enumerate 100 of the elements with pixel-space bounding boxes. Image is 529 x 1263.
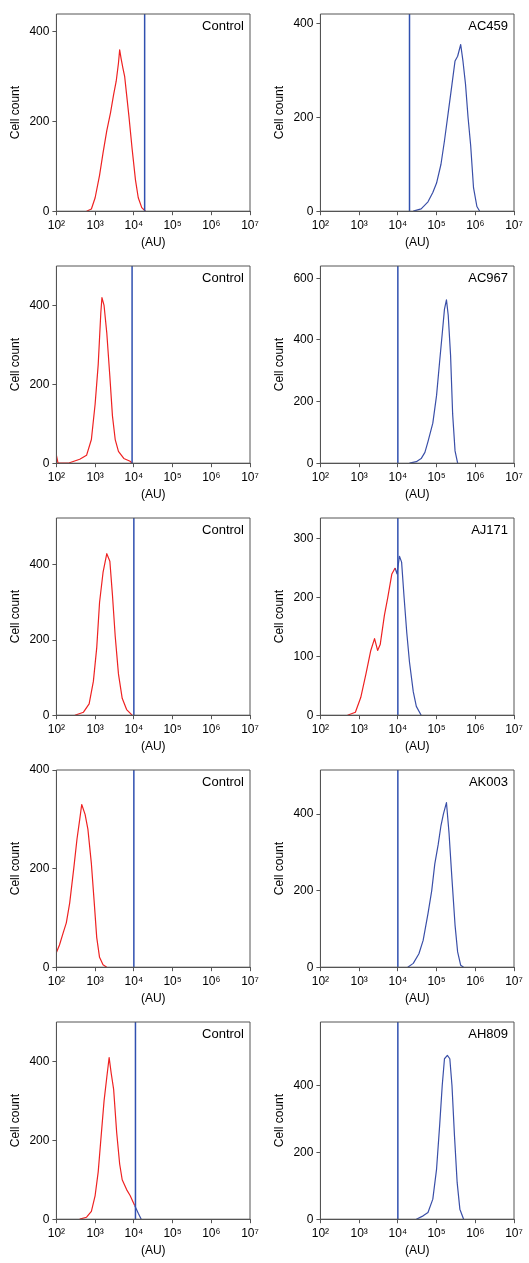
- y-tick-label: 0: [306, 959, 314, 974]
- y-tick-label: 200: [293, 109, 314, 124]
- y-axis-title: Cell count: [271, 85, 286, 140]
- y-tick-label: 400: [29, 557, 50, 572]
- y-tick-label: 0: [42, 707, 50, 722]
- x-tick-label: 10³: [86, 721, 104, 736]
- x-tick-label: 10⁵: [427, 973, 446, 988]
- y-axis-title: Cell count: [7, 841, 22, 896]
- x-tick-label: 10⁶: [466, 469, 485, 484]
- x-tick-label: 10⁷: [505, 217, 523, 232]
- x-tick-label: 10²: [311, 1225, 330, 1240]
- annotation: Control: [202, 270, 245, 286]
- y-tick-label: 400: [29, 297, 50, 312]
- x-tick-label: 10⁶: [202, 721, 221, 736]
- annotation: AC967: [468, 270, 508, 286]
- x-tick-label: 10⁷: [241, 469, 259, 484]
- y-tick-label: 400: [293, 1077, 314, 1092]
- annotation: Control: [202, 1026, 245, 1042]
- y-tick-label: 200: [293, 589, 314, 604]
- x-tick-label: 10³: [350, 721, 368, 736]
- y-axis-title: Cell count: [7, 337, 22, 392]
- x-axis-title: (AU): [404, 235, 430, 250]
- x-tick-label: 10⁵: [163, 973, 182, 988]
- y-tick-label: 0: [42, 455, 50, 470]
- x-tick-label: 10⁴: [124, 973, 144, 988]
- x-tick-label: 10⁶: [202, 973, 221, 988]
- x-tick-label: 10⁴: [388, 217, 408, 232]
- x-tick-label: 10⁶: [202, 1225, 221, 1240]
- annotation: Control: [202, 774, 245, 790]
- x-axis-title: (AU): [140, 1243, 166, 1258]
- x-tick-label: 10⁴: [388, 1225, 408, 1240]
- y-tick-label: 100: [293, 648, 314, 663]
- y-tick-label: 600: [293, 270, 314, 285]
- y-tick-label: 200: [29, 376, 50, 391]
- x-tick-label: 10²: [311, 973, 330, 988]
- annotation: AJ171: [471, 522, 508, 538]
- x-tick-label: 10²: [311, 217, 330, 232]
- x-tick-label: 10⁴: [388, 469, 408, 484]
- x-tick-label: 10⁵: [163, 217, 182, 232]
- y-tick-label: 200: [293, 393, 314, 408]
- y-axis-title: Cell count: [271, 337, 286, 392]
- x-axis-title: (AU): [404, 991, 430, 1006]
- x-tick-label: 10³: [86, 217, 104, 232]
- y-tick-label: 0: [42, 1211, 50, 1226]
- x-tick-label: 10³: [350, 1225, 368, 1240]
- x-axis-title: (AU): [404, 487, 430, 502]
- x-axis-title: (AU): [140, 235, 166, 250]
- x-tick-label: 10⁶: [202, 217, 221, 232]
- x-tick-label: 10⁴: [124, 469, 144, 484]
- x-tick-label: 10³: [350, 973, 368, 988]
- x-tick-label: 10⁵: [427, 721, 446, 736]
- y-axis-title: Cell count: [7, 1093, 22, 1148]
- y-tick-label: 400: [29, 762, 50, 777]
- x-tick-label: 10⁷: [505, 973, 523, 988]
- y-tick-label: 0: [306, 707, 314, 722]
- y-tick-label: 400: [293, 806, 314, 821]
- y-axis-title: Cell count: [7, 589, 22, 644]
- x-tick-label: 10⁵: [427, 1225, 446, 1240]
- y-tick-label: 0: [42, 203, 50, 218]
- x-tick-label: 10³: [86, 469, 104, 484]
- y-tick-label: 200: [293, 1144, 314, 1159]
- x-tick-label: 10⁵: [427, 217, 446, 232]
- x-tick-label: 10⁵: [427, 469, 446, 484]
- x-tick-label: 10⁵: [163, 1225, 182, 1240]
- x-tick-label: 10²: [47, 973, 66, 988]
- x-tick-label: 10³: [350, 217, 368, 232]
- annotation: AK003: [468, 774, 508, 790]
- x-axis-title: (AU): [404, 739, 430, 754]
- annotation: Control: [202, 18, 245, 34]
- y-tick-label: 400: [29, 24, 50, 39]
- y-tick-label: 0: [306, 1211, 314, 1226]
- x-tick-label: 10⁷: [241, 217, 259, 232]
- x-axis-title: (AU): [404, 1243, 430, 1258]
- y-tick-label: 200: [29, 632, 50, 647]
- x-tick-label: 10⁵: [163, 469, 182, 484]
- x-tick-label: 10⁴: [124, 721, 144, 736]
- y-axis-title: Cell count: [271, 841, 286, 896]
- y-tick-label: 200: [29, 113, 50, 128]
- x-tick-label: 10²: [311, 469, 330, 484]
- x-tick-label: 10⁷: [505, 721, 523, 736]
- y-tick-label: 0: [306, 455, 314, 470]
- x-tick-label: 10⁴: [388, 973, 408, 988]
- x-tick-label: 10⁷: [505, 1225, 523, 1240]
- x-tick-label: 10⁷: [505, 469, 523, 484]
- x-tick-label: 10³: [350, 469, 368, 484]
- x-tick-label: 10⁴: [124, 217, 144, 232]
- x-tick-label: 10²: [47, 469, 66, 484]
- y-tick-label: 400: [293, 332, 314, 347]
- annotation: AH809: [468, 1026, 508, 1042]
- y-axis-title: Cell count: [271, 589, 286, 644]
- x-tick-label: 10²: [47, 721, 66, 736]
- y-tick-label: 0: [306, 203, 314, 218]
- y-tick-label: 200: [293, 882, 314, 897]
- x-tick-label: 10⁴: [388, 721, 408, 736]
- x-tick-label: 10⁶: [466, 721, 485, 736]
- x-tick-label: 10⁷: [241, 973, 259, 988]
- y-tick-label: 200: [29, 1132, 50, 1147]
- annotation: Control: [202, 522, 245, 538]
- y-tick-label: 400: [29, 1053, 50, 1068]
- y-tick-label: 200: [29, 860, 50, 875]
